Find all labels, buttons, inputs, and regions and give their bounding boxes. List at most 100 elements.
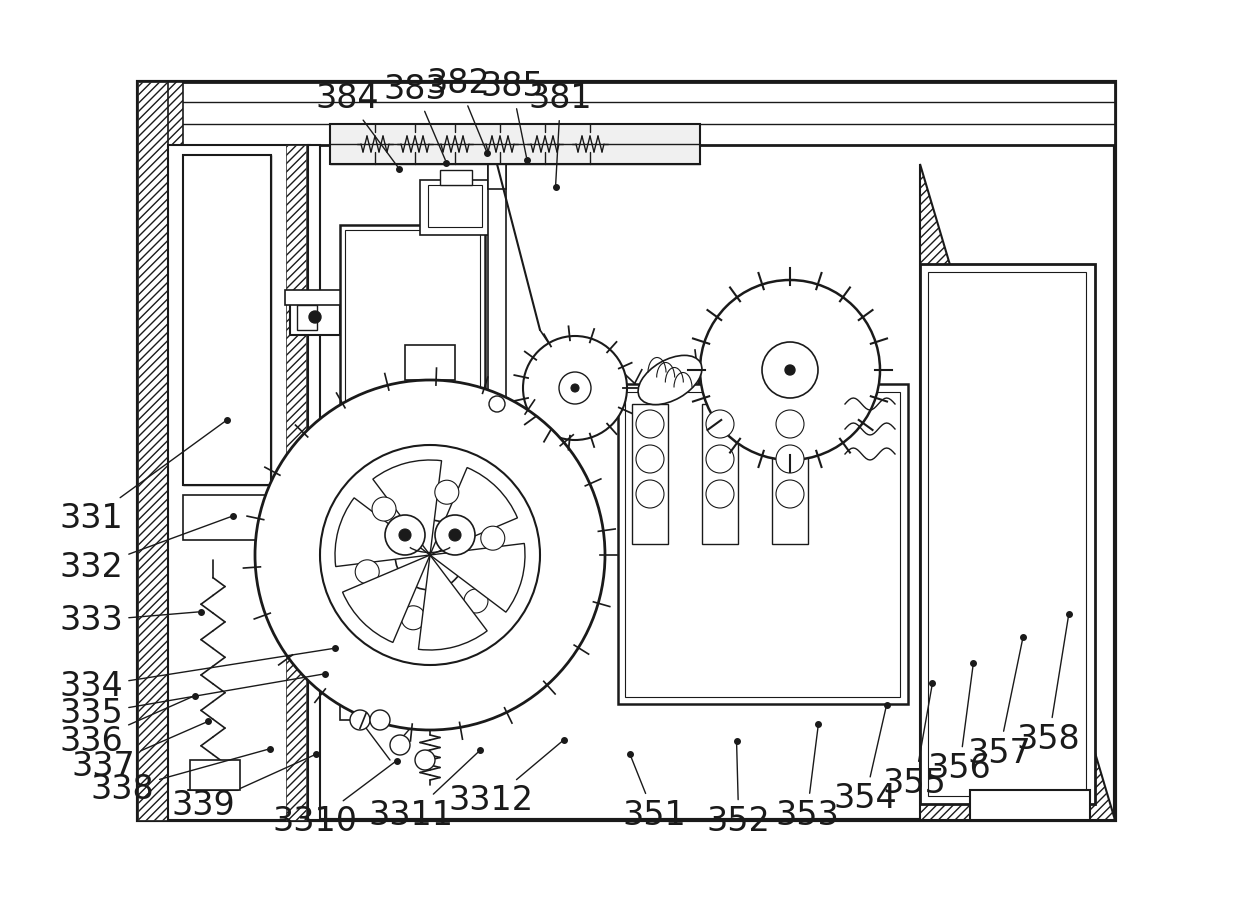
Bar — [184, 495, 272, 540]
Text: 3310: 3310 — [273, 762, 394, 838]
Bar — [138, 82, 167, 820]
Bar — [286, 145, 306, 820]
Text: 3312: 3312 — [449, 741, 562, 817]
Bar — [340, 695, 379, 720]
Bar — [702, 404, 738, 544]
Bar — [625, 392, 900, 697]
Circle shape — [438, 438, 463, 462]
Bar — [920, 264, 1095, 804]
Bar — [489, 145, 506, 420]
Text: 358: 358 — [1017, 616, 1080, 756]
Circle shape — [776, 410, 804, 438]
Circle shape — [399, 529, 410, 541]
Circle shape — [776, 445, 804, 473]
Circle shape — [481, 526, 505, 551]
Bar — [440, 170, 472, 185]
Circle shape — [763, 342, 818, 398]
Bar — [773, 404, 808, 544]
Bar — [405, 345, 455, 380]
Bar — [420, 180, 490, 235]
Bar — [970, 790, 1090, 820]
Circle shape — [309, 311, 321, 323]
Text: 355: 355 — [883, 686, 946, 800]
Bar — [330, 124, 701, 164]
Circle shape — [636, 410, 663, 438]
Circle shape — [489, 396, 505, 412]
Bar — [428, 185, 482, 227]
Text: 333: 333 — [60, 604, 198, 637]
Text: 351: 351 — [622, 757, 686, 832]
Ellipse shape — [639, 355, 702, 404]
Text: 352: 352 — [707, 744, 771, 838]
Wedge shape — [335, 498, 430, 567]
Bar — [489, 164, 506, 189]
Bar — [184, 155, 272, 485]
Bar — [138, 82, 1115, 820]
Circle shape — [570, 384, 579, 392]
Text: 331: 331 — [60, 422, 224, 535]
Bar — [928, 272, 1086, 796]
Text: 335: 335 — [60, 675, 322, 730]
Text: 336: 336 — [60, 697, 192, 758]
Bar — [485, 539, 511, 557]
Bar — [485, 429, 511, 444]
Bar — [308, 145, 320, 820]
Circle shape — [435, 480, 459, 504]
Circle shape — [320, 445, 539, 665]
Wedge shape — [418, 555, 487, 650]
Text: 3311: 3311 — [368, 752, 477, 832]
Circle shape — [706, 480, 734, 508]
Circle shape — [435, 515, 475, 555]
Text: 337: 337 — [72, 722, 206, 783]
Text: 338: 338 — [91, 750, 268, 806]
Text: 385: 385 — [480, 70, 544, 157]
Circle shape — [559, 372, 591, 404]
Circle shape — [384, 515, 425, 555]
Text: 339: 339 — [171, 755, 314, 822]
Text: 354: 354 — [833, 708, 897, 815]
Bar — [167, 82, 184, 820]
Bar — [167, 145, 310, 820]
Circle shape — [396, 520, 465, 590]
Text: 353: 353 — [775, 727, 838, 832]
Circle shape — [464, 589, 489, 613]
Wedge shape — [430, 467, 517, 555]
Text: 334: 334 — [60, 648, 332, 703]
Circle shape — [464, 438, 489, 462]
Bar — [190, 760, 241, 790]
Circle shape — [636, 480, 663, 508]
Polygon shape — [920, 164, 1115, 820]
Bar — [340, 635, 379, 660]
Circle shape — [706, 445, 734, 473]
Circle shape — [776, 480, 804, 508]
Circle shape — [391, 735, 410, 755]
Circle shape — [370, 710, 391, 730]
Circle shape — [706, 410, 734, 438]
Circle shape — [785, 365, 795, 375]
Wedge shape — [430, 543, 525, 613]
Bar — [618, 384, 908, 704]
Bar — [345, 230, 480, 415]
Bar — [632, 404, 668, 544]
Circle shape — [701, 280, 880, 460]
Circle shape — [255, 380, 605, 730]
Text: 381: 381 — [528, 82, 593, 184]
Text: 332: 332 — [60, 517, 231, 584]
Circle shape — [415, 750, 435, 770]
Wedge shape — [373, 460, 441, 555]
Circle shape — [449, 529, 461, 541]
Circle shape — [372, 497, 396, 521]
Circle shape — [636, 445, 663, 473]
Text: 382: 382 — [427, 68, 491, 151]
Bar — [138, 82, 1115, 145]
Circle shape — [523, 336, 627, 440]
Bar — [298, 305, 317, 330]
Bar — [285, 290, 343, 305]
Circle shape — [402, 606, 425, 630]
Bar — [290, 300, 340, 335]
Text: 357: 357 — [967, 640, 1030, 770]
Text: 383: 383 — [383, 73, 448, 160]
Text: 384: 384 — [315, 82, 398, 167]
Text: 356: 356 — [928, 666, 991, 785]
Bar — [184, 155, 272, 485]
